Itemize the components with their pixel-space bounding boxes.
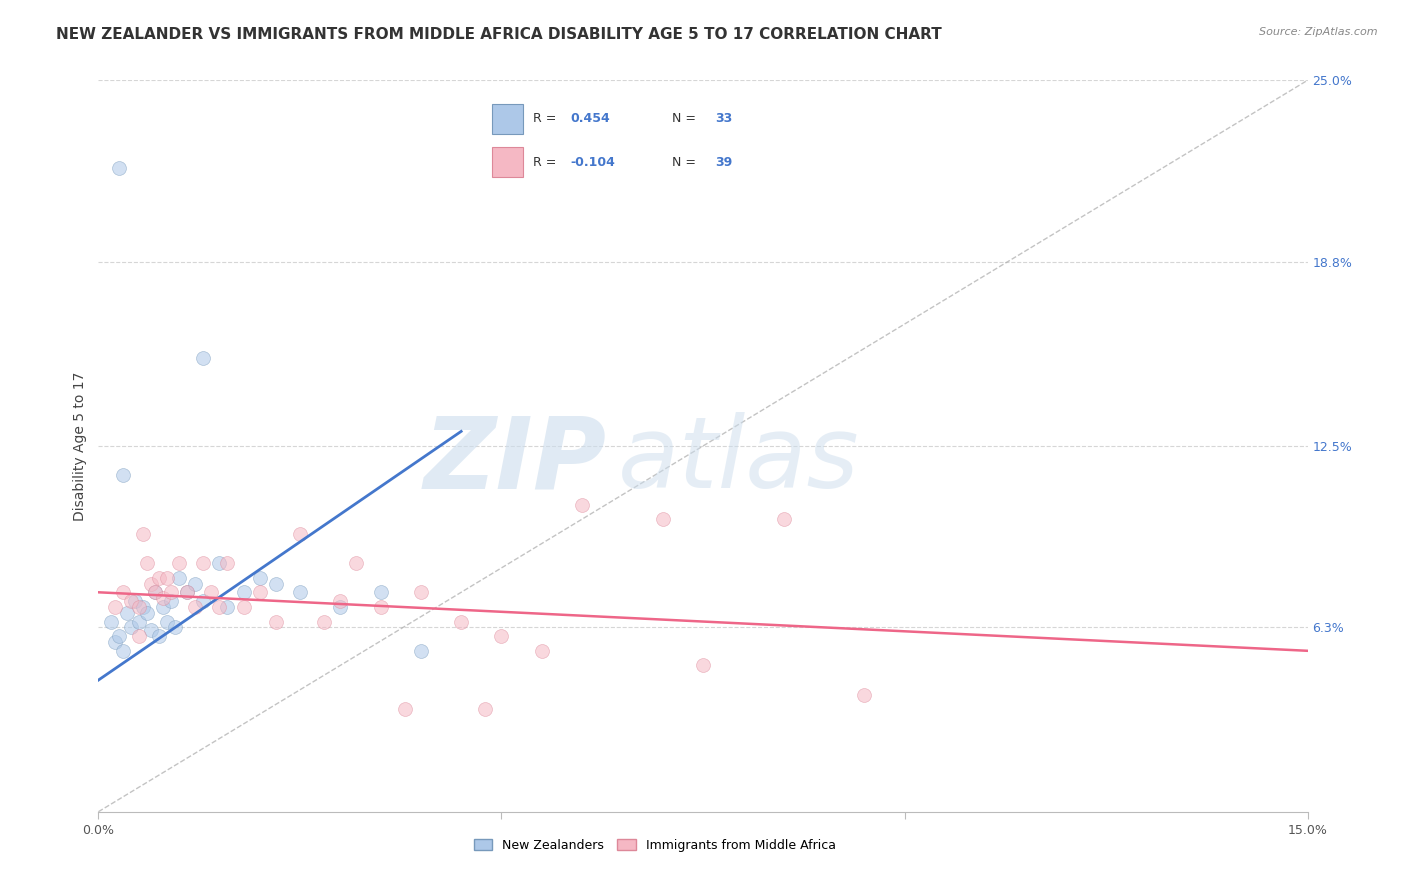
Point (409, 585, 432, 599)
Point (232, 585, 254, 599)
Point (184, 599, 207, 614)
Text: ZIP: ZIP (423, 412, 606, 509)
Text: atlas: atlas (619, 412, 860, 509)
Y-axis label: Disability Age 5 to 17: Disability Age 5 to 17 (73, 371, 87, 521)
Point (692, 658, 714, 673)
Point (193, 351, 215, 366)
Point (152, 591, 174, 606)
Point (530, 644, 553, 658)
Point (107, 629, 129, 643)
Point (160, 585, 183, 599)
Point (143, 585, 166, 599)
Point (208, 556, 231, 570)
Point (120, 620, 142, 634)
Point (100, 615, 122, 629)
Point (571, 498, 593, 512)
Point (128, 599, 150, 614)
Point (249, 585, 271, 599)
Point (329, 599, 352, 614)
Point (474, 702, 496, 716)
Point (111, 644, 134, 658)
Point (111, 585, 134, 599)
Point (143, 585, 166, 599)
Point (651, 512, 673, 526)
Point (394, 702, 416, 716)
Point (264, 576, 287, 591)
Point (124, 594, 146, 608)
Point (139, 624, 162, 638)
Text: NEW ZEALANDER VS IMMIGRANTS FROM MIDDLE AFRICA DISABILITY AGE 5 TO 17 CORRELATIO: NEW ZEALANDER VS IMMIGRANTS FROM MIDDLE … (56, 27, 942, 42)
Point (135, 556, 157, 570)
Point (184, 576, 207, 591)
Point (264, 615, 287, 629)
Point (167, 556, 190, 570)
Point (329, 594, 352, 608)
Point (772, 512, 794, 526)
Point (148, 629, 170, 643)
Point (200, 585, 222, 599)
Point (217, 556, 239, 570)
Point (167, 571, 190, 585)
Point (193, 594, 215, 608)
Point (232, 599, 254, 614)
Point (156, 615, 179, 629)
Point (853, 688, 876, 702)
Point (103, 635, 125, 649)
Point (176, 585, 198, 599)
Point (176, 585, 198, 599)
Point (111, 468, 134, 483)
Point (103, 599, 125, 614)
Point (370, 599, 392, 614)
Point (344, 556, 367, 570)
Point (152, 599, 174, 614)
Point (156, 571, 179, 585)
Text: Source: ZipAtlas.com: Source: ZipAtlas.com (1260, 27, 1378, 37)
Point (135, 606, 157, 620)
Point (148, 571, 170, 585)
Point (132, 599, 155, 614)
Point (163, 620, 186, 634)
Point (193, 556, 215, 570)
Point (132, 526, 155, 541)
Point (217, 599, 239, 614)
Point (128, 615, 150, 629)
Point (120, 594, 142, 608)
Point (107, 161, 129, 175)
Point (160, 594, 183, 608)
Legend: New Zealanders, Immigrants from Middle Africa: New Zealanders, Immigrants from Middle A… (468, 834, 841, 856)
Point (139, 576, 162, 591)
Point (450, 615, 472, 629)
Point (115, 606, 138, 620)
Point (491, 629, 513, 643)
Point (409, 644, 432, 658)
Point (314, 615, 336, 629)
Point (288, 585, 311, 599)
Point (288, 526, 311, 541)
Point (208, 599, 231, 614)
Point (128, 629, 150, 643)
Point (249, 571, 271, 585)
Point (370, 585, 392, 599)
